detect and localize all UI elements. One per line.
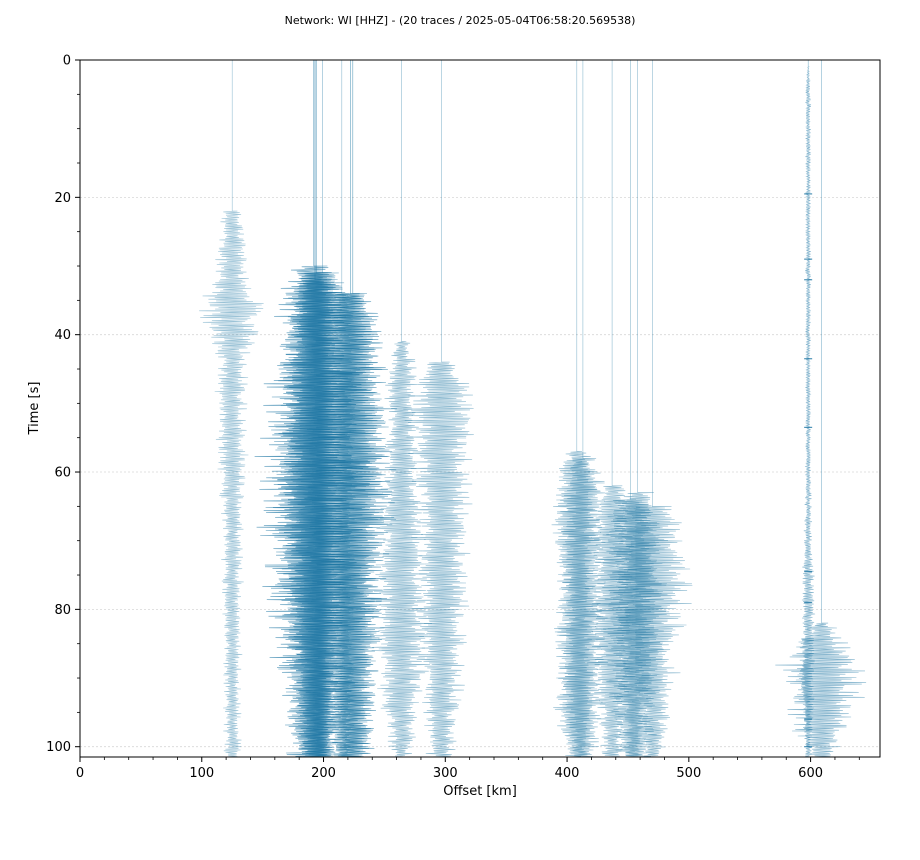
grid-lines: [80, 59, 880, 748]
y-tick-label: 40: [54, 328, 71, 343]
x-tick-label: 500: [676, 766, 701, 781]
y-axis: 0 20 40 60 80 100: [46, 54, 80, 755]
seismic-trace: [799, 60, 816, 757]
x-tick-label: 100: [189, 766, 214, 781]
seismic-trace: [316, 60, 393, 757]
y-tick-label: 20: [54, 191, 71, 206]
x-tick-label: 0: [76, 766, 84, 781]
seismic-trace: [612, 60, 693, 758]
x-tick-label: 600: [798, 766, 823, 781]
x-tick-label: 300: [433, 766, 458, 781]
x-axis: 0 100 200 300 400 500 600: [76, 757, 860, 781]
y-tick-label: 100: [46, 740, 71, 755]
x-axis-label: Offset [km]: [443, 784, 517, 799]
y-tick-label: 0: [63, 54, 71, 69]
seismic-trace: [555, 60, 609, 757]
y-tick-label: 60: [54, 466, 71, 481]
seismic-trace: [199, 60, 264, 757]
x-tick-label: 400: [555, 766, 580, 781]
trace-group: [199, 60, 867, 758]
chart-title: Network: WI [HHZ] - (20 traces / 2025-05…: [285, 14, 636, 27]
seismic-trace: [318, 60, 366, 757]
seismic-trace: [775, 60, 867, 757]
seismic-trace: [403, 60, 474, 758]
y-axis-label: Time [s]: [27, 382, 42, 436]
y-tick-label: 80: [54, 603, 71, 618]
x-tick-label: 200: [311, 766, 336, 781]
plot-frame: [79, 59, 881, 758]
seismic-trace: [304, 60, 398, 757]
